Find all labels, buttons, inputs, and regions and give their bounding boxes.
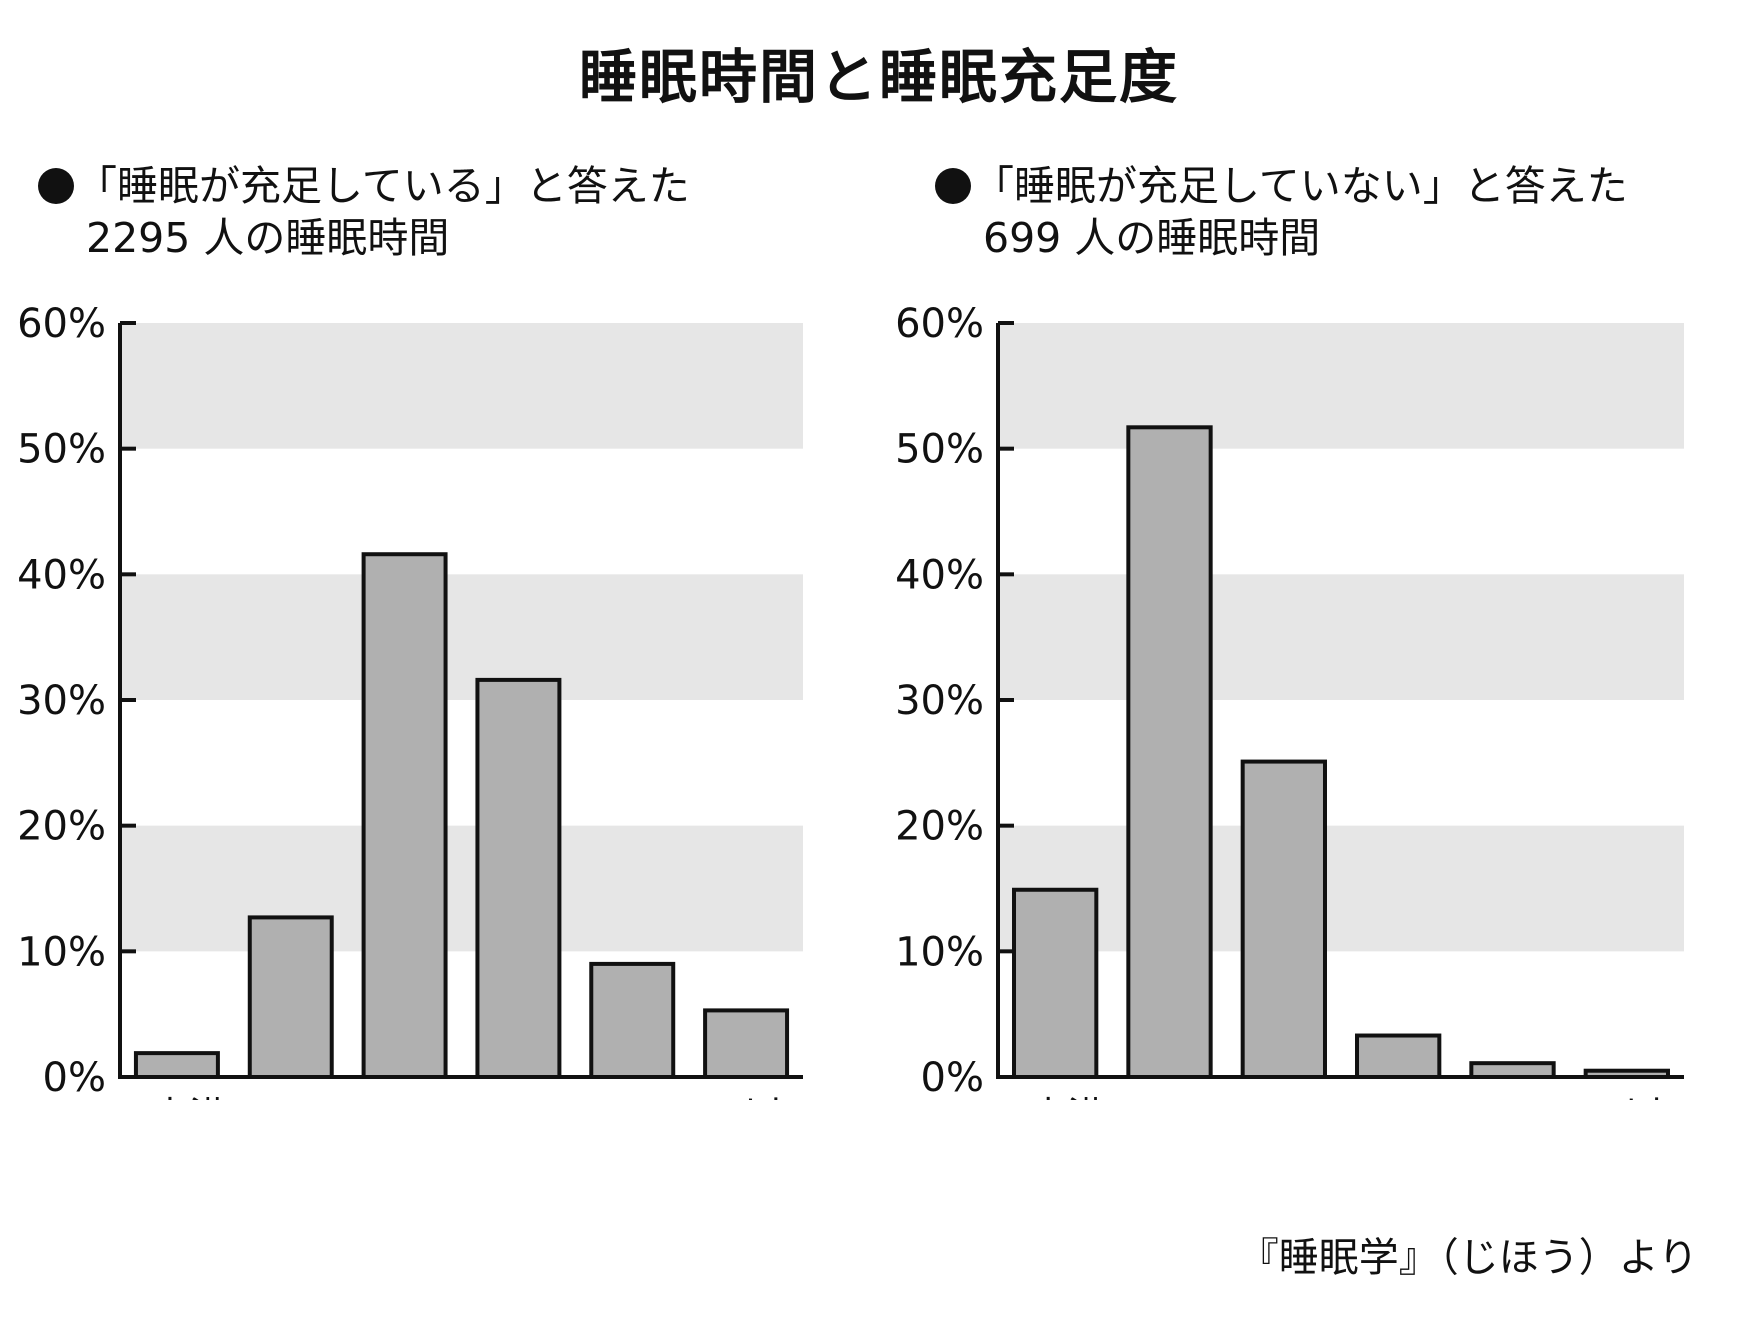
bar bbox=[703, 1008, 790, 1079]
bar bbox=[1240, 759, 1327, 1079]
y-tick-label: 0% bbox=[43, 1055, 106, 1100]
right-bar-chart: 0%10%20%30%40%50%60%5未満5~66~77~88~99以上睡眠… bbox=[895, 301, 1684, 1100]
grid-band bbox=[998, 574, 1684, 700]
grid-band bbox=[120, 323, 803, 449]
y-tick-label: 40% bbox=[17, 552, 106, 598]
grid-band bbox=[998, 825, 1684, 952]
y-tick-label: 10% bbox=[895, 929, 984, 975]
bar bbox=[361, 552, 448, 1079]
bar bbox=[247, 915, 334, 1079]
y-tick-label: 10% bbox=[17, 929, 106, 975]
left-heading-line1: 「睡眠が充足している」と答えた bbox=[76, 162, 690, 210]
x-tick-label: 6~7 bbox=[364, 1094, 444, 1100]
y-tick-label: 40% bbox=[895, 552, 984, 598]
left-heading-line2: 2295 人の睡眠時間 bbox=[86, 214, 450, 262]
bar bbox=[1126, 425, 1213, 1079]
y-tick-label: 50% bbox=[895, 427, 984, 473]
x-tick-label: 6~7 bbox=[1244, 1094, 1324, 1100]
y-tick-label: 30% bbox=[895, 678, 984, 724]
bar bbox=[1012, 887, 1099, 1079]
right-chart-heading: 「睡眠が充足していない」と答えた 699 人の睡眠時間 bbox=[935, 160, 1628, 264]
x-tick-label: 7~8 bbox=[478, 1094, 558, 1100]
x-tick-label: 7~8 bbox=[1358, 1094, 1438, 1100]
grid-band bbox=[120, 574, 803, 700]
x-tick-label: 8~9 bbox=[1472, 1094, 1552, 1100]
bar bbox=[475, 677, 562, 1079]
bullet-icon bbox=[38, 168, 74, 204]
y-tick-label: 30% bbox=[17, 678, 106, 724]
y-tick-label: 60% bbox=[895, 301, 984, 347]
source-note: 『睡眠学』（じほう）より bbox=[1238, 1235, 1698, 1281]
bar bbox=[133, 1051, 220, 1079]
x-tick-label: 5~6 bbox=[251, 1094, 331, 1100]
right-heading-line1: 「睡眠が充足していない」と答えた bbox=[973, 162, 1628, 210]
y-tick-label: 50% bbox=[17, 427, 106, 473]
x-tick-label: 5未満 bbox=[127, 1094, 227, 1100]
bullet-icon bbox=[935, 168, 971, 204]
bar bbox=[589, 961, 676, 1080]
y-tick-label: 0% bbox=[921, 1055, 984, 1100]
chart-title: 睡眠時間と睡眠充足度 bbox=[578, 43, 1179, 111]
bar bbox=[1355, 1033, 1442, 1080]
x-tick-label: 8~9 bbox=[592, 1094, 672, 1100]
grid-band bbox=[998, 323, 1684, 449]
left-bar-chart: 0%10%20%30%40%50%60%5未満5~66~77~88~99以上睡眠… bbox=[17, 301, 803, 1100]
y-tick-label: 60% bbox=[17, 301, 106, 347]
y-tick-label: 20% bbox=[895, 804, 984, 850]
x-tick-label: 5未満 bbox=[1005, 1094, 1105, 1100]
left-chart-heading: 「睡眠が充足している」と答えた 2295 人の睡眠時間 bbox=[38, 160, 690, 264]
x-tick-label: 9以上 bbox=[1577, 1094, 1677, 1100]
grid-band bbox=[120, 825, 803, 952]
x-tick-label: 5~6 bbox=[1129, 1094, 1209, 1100]
x-tick-label: 9以上 bbox=[696, 1094, 796, 1100]
right-heading-line2: 699 人の睡眠時間 bbox=[983, 214, 1321, 262]
bar bbox=[1469, 1061, 1556, 1079]
y-tick-label: 20% bbox=[17, 804, 106, 850]
